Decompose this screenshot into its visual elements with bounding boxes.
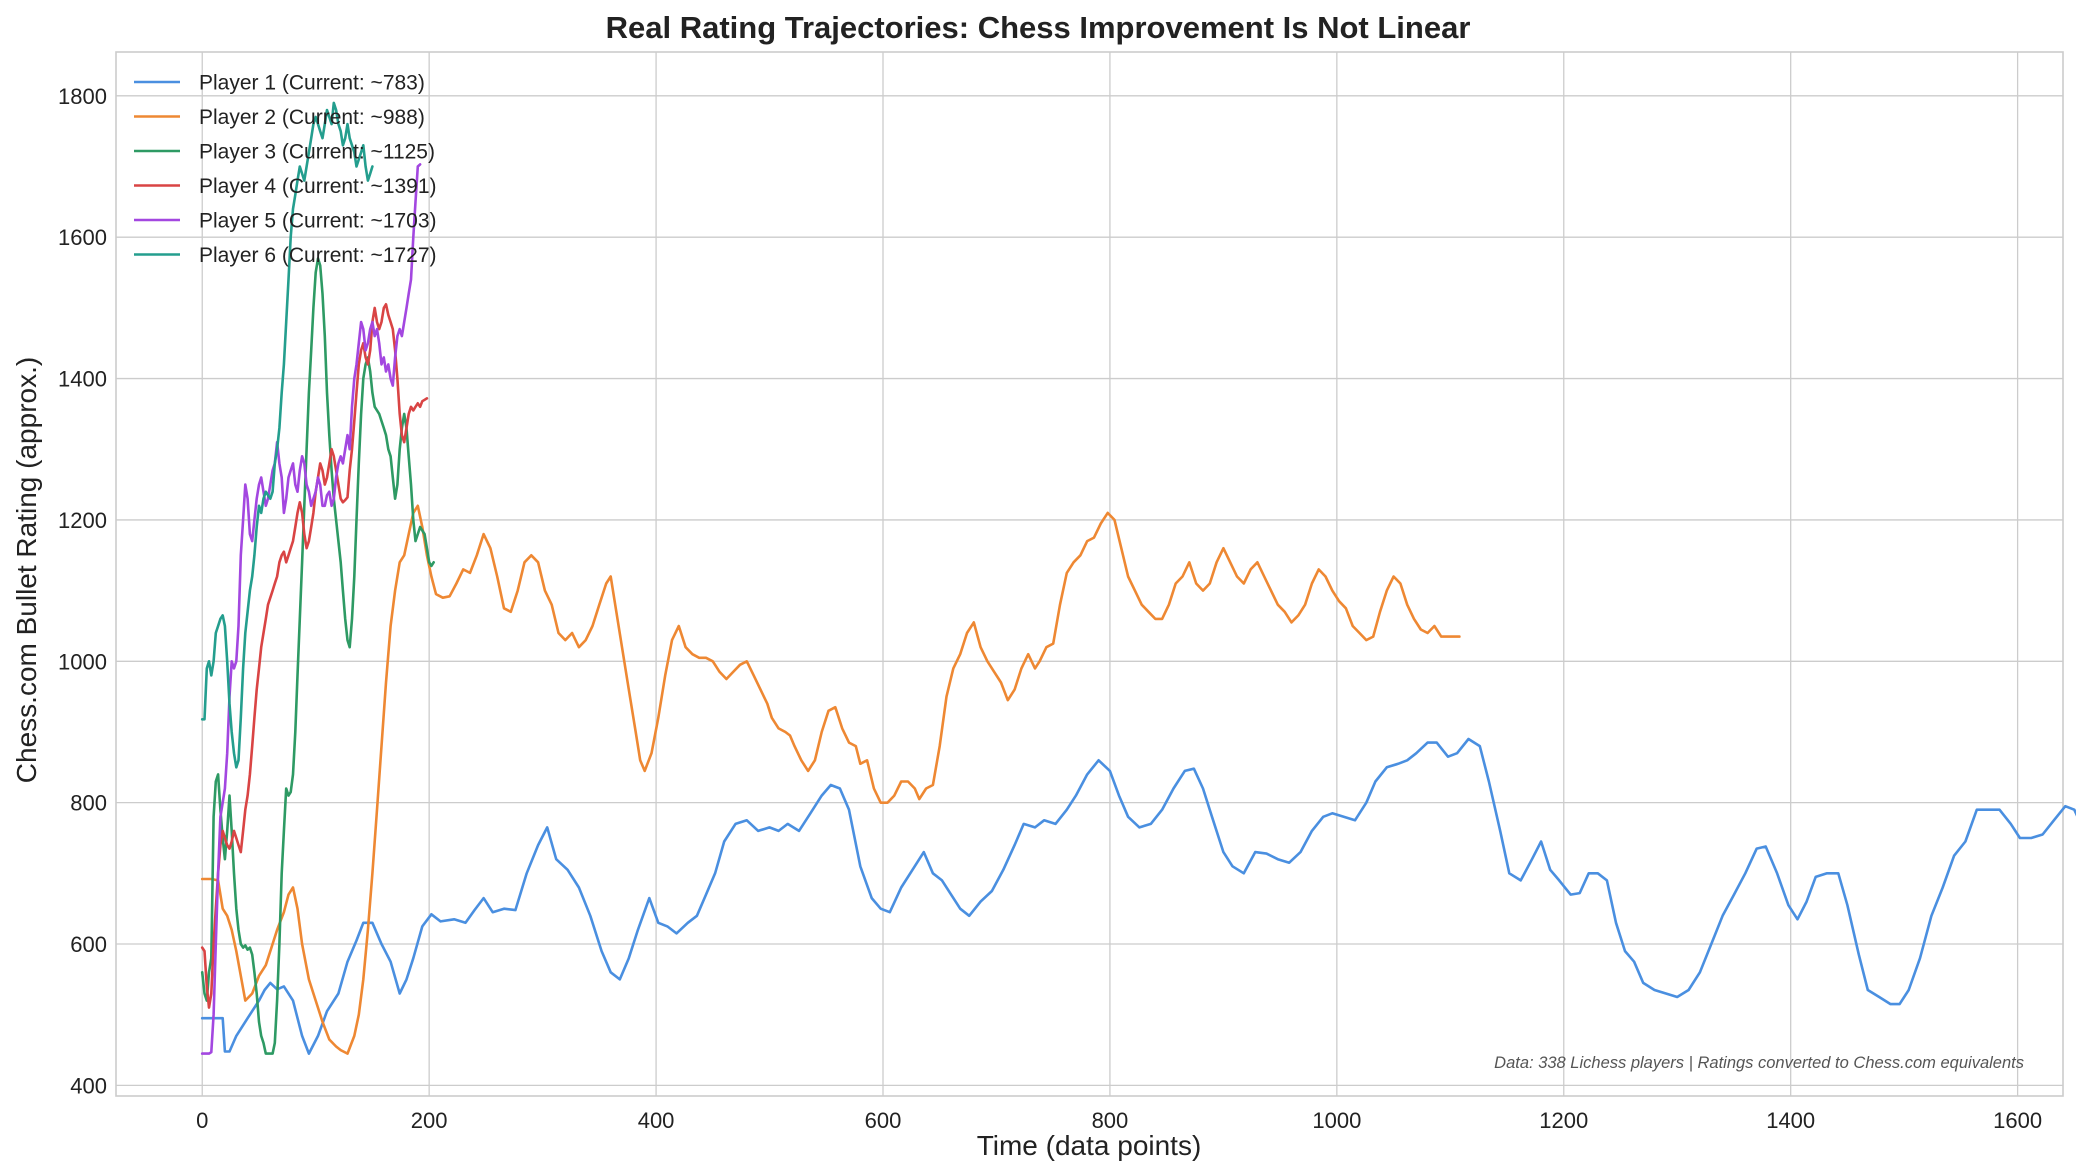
legend-label-player-5: Player 5 (Current: ~1703)	[199, 210, 437, 233]
series-lines	[200, 101, 2076, 1055]
tick-labels: 0 200 400 600 800 1000 1200 1400 1600 400 600 800 10…	[58, 84, 2042, 1133]
x-tick-label: 600	[865, 1108, 902, 1133]
y-tick-label: 1400	[58, 367, 107, 392]
legend-label-player-1: Player 1 (Current: ~783)	[199, 72, 425, 95]
x-tick-label: 1200	[1539, 1108, 1588, 1133]
plot-frame	[115, 51, 2064, 1097]
data-source-annotation: Data: 338 Lichess players | Ratings conv…	[1494, 1054, 2024, 1072]
x-tick-label: 400	[638, 1108, 675, 1133]
legend-label-player-6: Player 6 (Current: ~1727)	[199, 244, 437, 267]
y-tick-label: 800	[70, 791, 107, 816]
legend-label-player-3: Player 3 (Current: ~1125)	[199, 141, 435, 164]
x-tick-label: 0	[196, 1108, 208, 1133]
chart-title: Real Rating Trajectories: Chess Improvem…	[606, 10, 1471, 45]
x-tick-label: 1600	[1993, 1108, 2042, 1133]
legend: Player 1 (Current: ~783) Player 2 (Curren…	[134, 72, 437, 267]
grid	[116, 52, 2063, 1096]
series-line-player-1	[200, 737, 2076, 1055]
series-line-player-3	[200, 257, 435, 1055]
series-line-player-4	[200, 303, 429, 1009]
y-tick-label: 1200	[58, 508, 107, 533]
y-tick-label: 600	[70, 932, 107, 957]
legend-label-player-4: Player 4 (Current: ~1391)	[199, 175, 437, 198]
x-tick-label: 1000	[1312, 1108, 1361, 1133]
y-tick-label: 1800	[58, 84, 107, 109]
x-tick-label: 200	[411, 1108, 448, 1133]
y-axis-label: Chess.com Bullet Rating (approx.)	[11, 357, 42, 783]
series-line-player-5	[200, 163, 422, 1055]
y-tick-label: 1600	[58, 225, 107, 250]
series-line-player-6	[200, 101, 374, 769]
x-tick-label: 1400	[1766, 1108, 1815, 1133]
x-tick-label: 800	[1092, 1108, 1129, 1133]
y-tick-label: 1000	[58, 649, 107, 674]
series-line-player-2	[200, 504, 1461, 1055]
x-axis-label: Time (data points)	[977, 1130, 1202, 1161]
y-tick-label: 400	[70, 1073, 107, 1098]
legend-label-player-2: Player 2 (Current: ~988)	[199, 106, 425, 129]
